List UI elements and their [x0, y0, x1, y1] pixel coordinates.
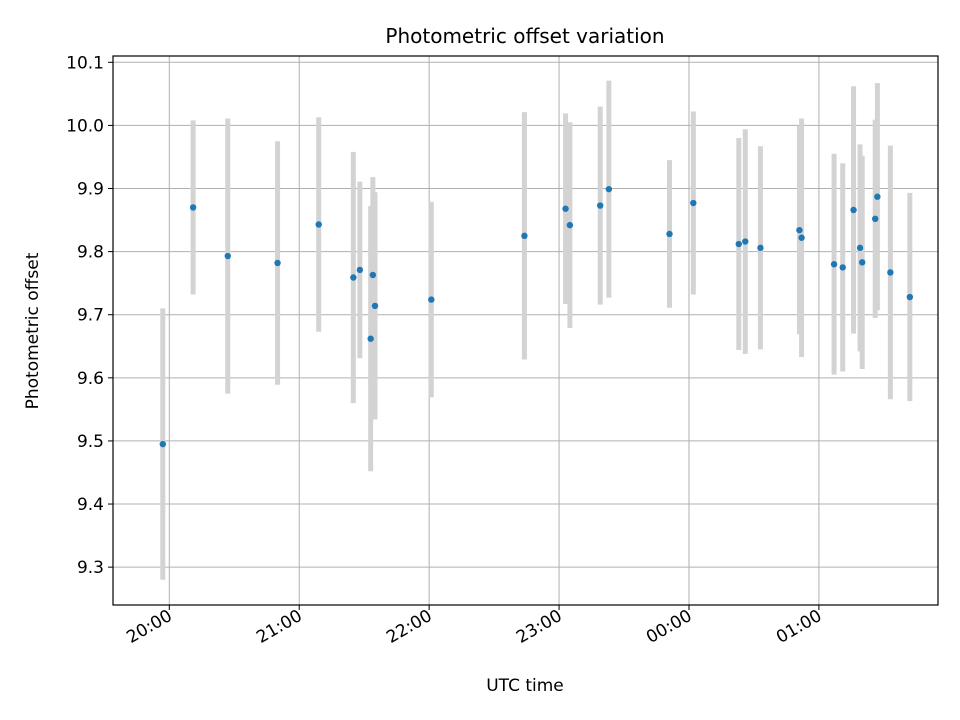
- y-tick-label: 9.7: [77, 306, 104, 326]
- x-tick-label: 00:00: [643, 606, 695, 648]
- data-point: [597, 202, 604, 209]
- axis-ticks: 9.3 9.4 9.5 9.6 9.7 9.8 9.9 10.0 10.1 20:00 21:00 2…: [66, 53, 825, 648]
- x-tick-label: 01:00: [773, 606, 825, 648]
- data-point: [742, 238, 749, 245]
- x-axis-label: UTC time: [486, 676, 564, 696]
- data-point: [757, 244, 764, 252]
- data-point: [796, 226, 803, 234]
- plot-frame: [112, 55, 939, 606]
- data-point: [159, 440, 167, 448]
- data-point: [850, 206, 857, 214]
- data-point: [605, 185, 613, 193]
- data-point: [874, 193, 881, 200]
- data-point: [887, 269, 894, 276]
- data-point: [428, 296, 435, 303]
- y-axis-label: Photometric offset: [23, 252, 43, 409]
- y-tick-label: 9.8: [77, 243, 104, 263]
- data-point: [872, 215, 879, 223]
- data-point: [356, 266, 364, 274]
- y-tick-label: 9.3: [77, 558, 104, 578]
- x-tick-label: 22:00: [383, 606, 435, 648]
- data-point: [189, 204, 197, 211]
- data-point: [315, 221, 322, 228]
- y-tick-label: 9.6: [77, 369, 104, 389]
- data-point: [798, 234, 805, 241]
- data-point: [735, 240, 742, 248]
- data-point: [830, 261, 838, 268]
- data-point: [521, 232, 528, 240]
- data-point: [274, 259, 281, 267]
- data-point: [566, 221, 574, 229]
- chart-title: Photometric offset variation: [385, 24, 664, 48]
- y-tick-label: 10.1: [66, 53, 104, 73]
- data-point: [666, 230, 673, 238]
- data-point: [839, 264, 846, 271]
- data-point: [350, 274, 357, 281]
- data-point: [859, 259, 866, 266]
- data-point: [367, 335, 374, 342]
- data-point: [369, 271, 377, 279]
- data-points: [159, 185, 914, 448]
- data-point: [562, 205, 569, 212]
- y-tick-label: 9.4: [77, 495, 104, 515]
- data-point: [906, 293, 914, 301]
- error-bars: [160, 80, 913, 580]
- y-tick-label: 9.5: [77, 432, 104, 452]
- x-tick-label: 20:00: [123, 606, 175, 648]
- y-tick-label: 9.9: [77, 180, 104, 200]
- data-point: [371, 302, 379, 310]
- data-point: [690, 199, 697, 207]
- data-point: [224, 252, 231, 260]
- x-tick-label: 23:00: [513, 606, 565, 648]
- data-point: [856, 244, 864, 252]
- x-tick-label: 21:00: [253, 606, 305, 648]
- y-tick-label: 10.0: [66, 116, 104, 136]
